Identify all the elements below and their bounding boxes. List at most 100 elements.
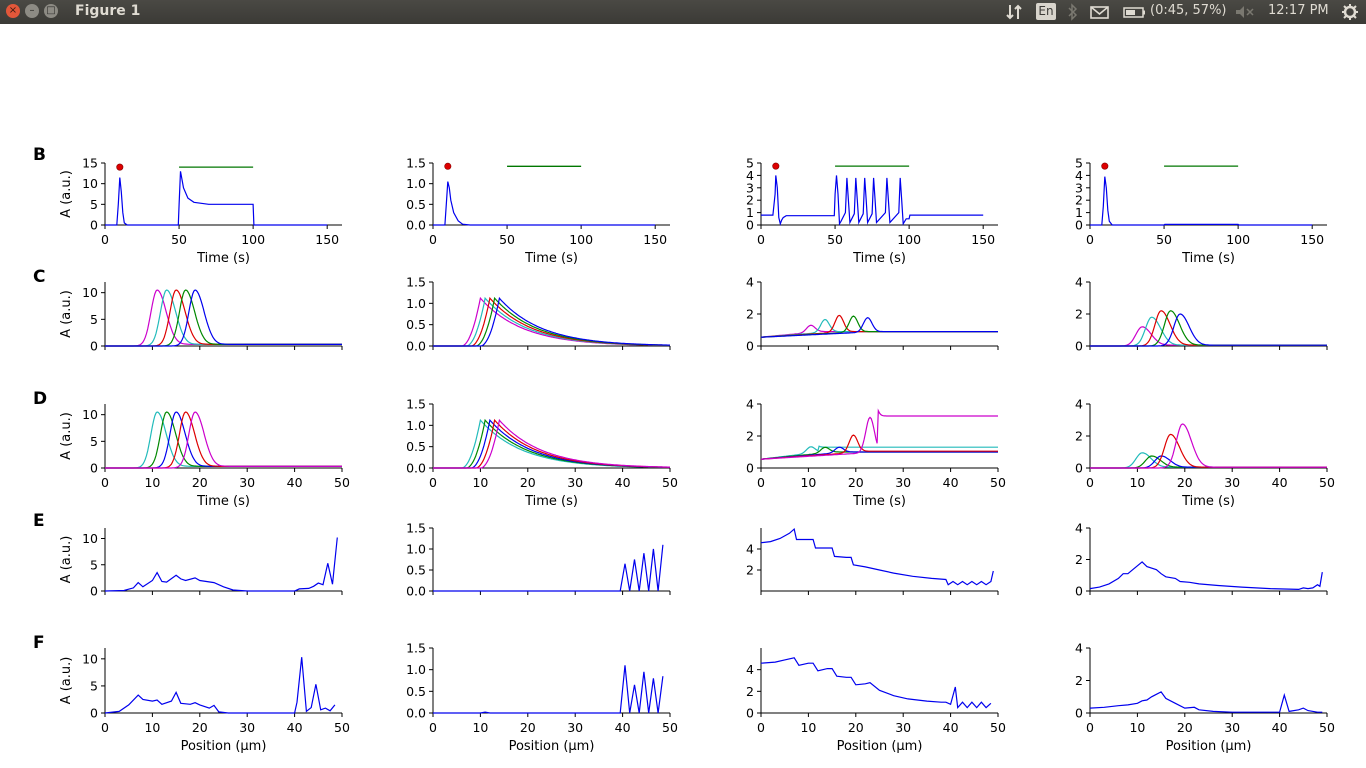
panel-d-2-xtick-label: 40 (615, 475, 631, 490)
panel-e-4-ytick-label: 0 (1075, 584, 1083, 599)
panel-f-4-ytick-label: 4 (1075, 641, 1083, 656)
panel-f-3-xtick-label: 50 (990, 720, 1006, 735)
panel-f-3-xtick-label: 20 (848, 720, 864, 735)
panel-d-2-trace-1 (433, 418, 670, 469)
panel-e-2-ytick-label: 0.5 (406, 563, 426, 578)
panel-f-2-ytick-label: 0.5 (406, 684, 426, 699)
panel-f-4-xtick-label: 0 (1086, 720, 1094, 735)
panel-label-f: F (33, 633, 45, 653)
panel-d-3-trace-5 (760, 408, 998, 460)
panel-b-2-xtick-label: 100 (569, 232, 593, 247)
panel-f-1-xtick-label: 40 (287, 720, 303, 735)
panel-b-3-stimulus-dot (772, 162, 780, 170)
panel-e-4-ytick-label: 2 (1075, 552, 1083, 567)
panel-c-1-ylabel: A (a.u.) (59, 290, 74, 338)
panel-d-4-trace-1 (1090, 452, 1327, 469)
panel-d-3-xtick-label: 40 (943, 475, 959, 490)
volume-muted-icon[interactable] (1234, 3, 1256, 25)
panel-label-d: D (33, 389, 47, 409)
gear-icon[interactable] (1340, 3, 1360, 25)
close-button[interactable]: × (6, 4, 20, 18)
panel-c-1-trace-1 (105, 289, 342, 347)
panel-f-1-ylabel: A (a.u.) (59, 657, 74, 705)
panel-d-3-ytick-label: 0 (746, 461, 754, 476)
panel-c-1-ytick-label: 0 (90, 339, 98, 354)
panel-d-4-xlabel: Time (s) (1181, 494, 1235, 509)
panel-f-2-ytick-label: 1.0 (406, 662, 426, 677)
panel-d-4-ytick-label: 4 (1075, 397, 1083, 412)
panel-d-1-trace-3 (105, 411, 342, 469)
panel-d-3-xtick-label: 50 (990, 475, 1006, 490)
panel-e-1-ytick-label: 10 (82, 531, 98, 546)
panel-f-4-xtick-label: 30 (1224, 720, 1240, 735)
panel-d-2-trace-5 (433, 418, 670, 469)
panel-f-4-xtick-label: 20 (1177, 720, 1193, 735)
panel-d-1-xlabel: Time (s) (196, 494, 250, 509)
panel-d-1-ytick-label: 10 (82, 407, 98, 422)
panel-f-3-xtick-label: 30 (895, 720, 911, 735)
panel-f-4-ytick-label: 2 (1075, 673, 1083, 688)
panel-b-1-xtick-label: 150 (315, 232, 339, 247)
panel-e-3-series-1 (760, 527, 994, 586)
panel-f-3-xlabel: Position (μm) (837, 739, 923, 754)
panel-f-1-xtick-label: 20 (192, 720, 208, 735)
keyboard-layout-indicator[interactable]: En (1036, 3, 1056, 20)
panel-f-2-ytick-label: 1.5 (406, 641, 426, 656)
bluetooth-icon[interactable] (1067, 3, 1079, 25)
panel-d-1-trace-1 (105, 411, 342, 469)
battery-icon[interactable] (1123, 3, 1147, 25)
panel-f-3-xtick-label: 10 (800, 720, 816, 735)
panel-f-1-xtick-label: 0 (101, 720, 109, 735)
panel-d-4-xtick-label: 50 (1319, 475, 1335, 490)
panel-e-4-series-1 (1089, 561, 1323, 591)
panel-f-1-ytick-label: 10 (82, 651, 98, 666)
panel-f-3-ytick-label: 0 (746, 706, 754, 721)
panel-d-2-ytick-label: 0.5 (406, 439, 426, 454)
mail-icon[interactable] (1090, 3, 1110, 25)
panel-b-3-xtick-label: 150 (971, 232, 995, 247)
panel-d-1-ytick-label: 0 (90, 461, 98, 476)
network-arrows-icon[interactable] (1005, 3, 1025, 25)
panel-d-3-trace-1 (760, 445, 998, 460)
panel-b-2-ytick-label: 0.5 (406, 197, 426, 212)
panel-e-3-ytick-label: 4 (746, 542, 754, 557)
panel-b-3-series-1 (761, 175, 984, 226)
panel-d-1-trace-2 (105, 411, 342, 469)
panel-d-1-ytick-label: 5 (90, 434, 98, 449)
panel-d-3-xtick-label: 30 (895, 475, 911, 490)
minimize-button[interactable]: – (25, 4, 39, 18)
panel-b-3-xtick-label: 50 (827, 232, 843, 247)
panel-b-1-stimulus-dot (116, 163, 124, 171)
panel-d-4-xtick-label: 0 (1086, 475, 1094, 490)
panel-c-4-trace-2 (1090, 316, 1327, 347)
panel-b-3-xtick-label: 100 (897, 232, 921, 247)
panel-label-e: E (33, 511, 45, 531)
panel-f-4-xtick-label: 10 (1129, 720, 1145, 735)
panel-b-4-xtick-label: 150 (1300, 232, 1324, 247)
panel-d-1-xtick-label: 0 (101, 475, 109, 490)
panel-d-4-xtick-label: 20 (1177, 475, 1193, 490)
panel-c-4-trace-4 (1090, 310, 1327, 347)
panel-c-1-trace-3 (105, 289, 342, 347)
clock[interactable]: 12:17 PM (1268, 3, 1329, 18)
panel-b-1-xlabel: Time (s) (196, 251, 250, 266)
panel-b-4-ytick-label: 0 (1075, 218, 1083, 233)
panel-d-2-xtick-label: 10 (472, 475, 488, 490)
panel-b-3-ytick-label: 2 (746, 193, 754, 208)
panel-d-3-xlabel: Time (s) (852, 494, 906, 509)
panel-d-1-ylabel: A (a.u.) (59, 412, 74, 460)
panel-b-3-ytick-label: 1 (746, 205, 754, 220)
panel-d-4-trace-5 (1090, 423, 1327, 469)
panel-f-2-xlabel: Position (μm) (509, 739, 595, 754)
panel-f-4-series-1 (1089, 691, 1323, 713)
panel-c-2-ytick-label: 0.5 (406, 317, 426, 332)
panel-b-3-xlabel: Time (s) (852, 251, 906, 266)
battery-status-text: (0:45, 57%) (1150, 3, 1227, 18)
panel-b-1-ytick-label: 5 (90, 197, 98, 212)
panel-c-3-trace-5 (760, 317, 998, 338)
panel-d-2-xtick-label: 0 (429, 475, 437, 490)
panel-b-4-xlabel: Time (s) (1181, 251, 1235, 266)
panel-c-2-trace-5 (433, 296, 670, 347)
maximize-button[interactable]: □ (44, 4, 58, 18)
